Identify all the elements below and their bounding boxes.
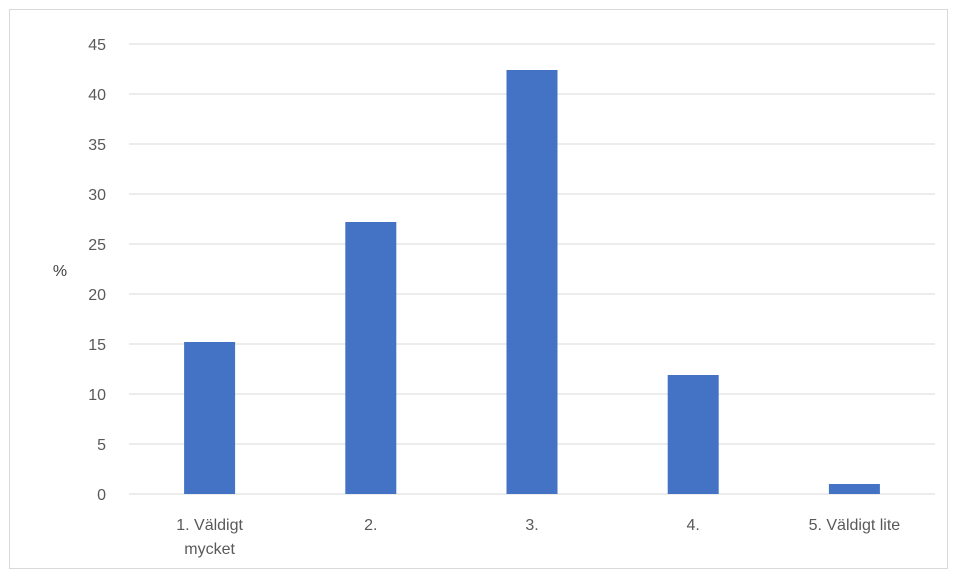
x-tick-label: 5. Väldigt lite: [809, 517, 901, 534]
bars: [184, 70, 880, 494]
y-tick-label: 25: [88, 237, 106, 254]
bar: [345, 222, 397, 494]
x-tick-label: 3.: [525, 517, 538, 534]
x-tick-label: 1. Väldigt mycket: [176, 517, 243, 558]
y-tick-label: 30: [88, 187, 106, 204]
y-tick-label: 35: [88, 137, 106, 154]
y-tick-label: 5: [97, 437, 106, 454]
y-tick-label: 10: [88, 387, 106, 404]
y-tick-label: 40: [88, 87, 106, 104]
y-axis-title: %: [53, 263, 67, 280]
x-tick-label: 2.: [364, 517, 377, 534]
y-tick-label: 15: [88, 337, 106, 354]
y-tick-label: 0: [97, 487, 106, 504]
y-tick-label: 20: [88, 287, 106, 304]
y-tick-label: 45: [88, 37, 106, 54]
bar: [828, 484, 880, 494]
bar: [667, 375, 719, 494]
x-axis-tick-labels: 1. Väldigt mycket 2. 3. 4. 5. Väldigt lite: [176, 517, 900, 558]
bar: [506, 70, 558, 494]
bar: [184, 342, 236, 494]
x-tick-label: 4.: [687, 517, 700, 534]
chart-frame: [9, 9, 948, 569]
y-axis-tick-labels: 0 5 10 15 20 25 30 35 40 45: [88, 37, 106, 504]
